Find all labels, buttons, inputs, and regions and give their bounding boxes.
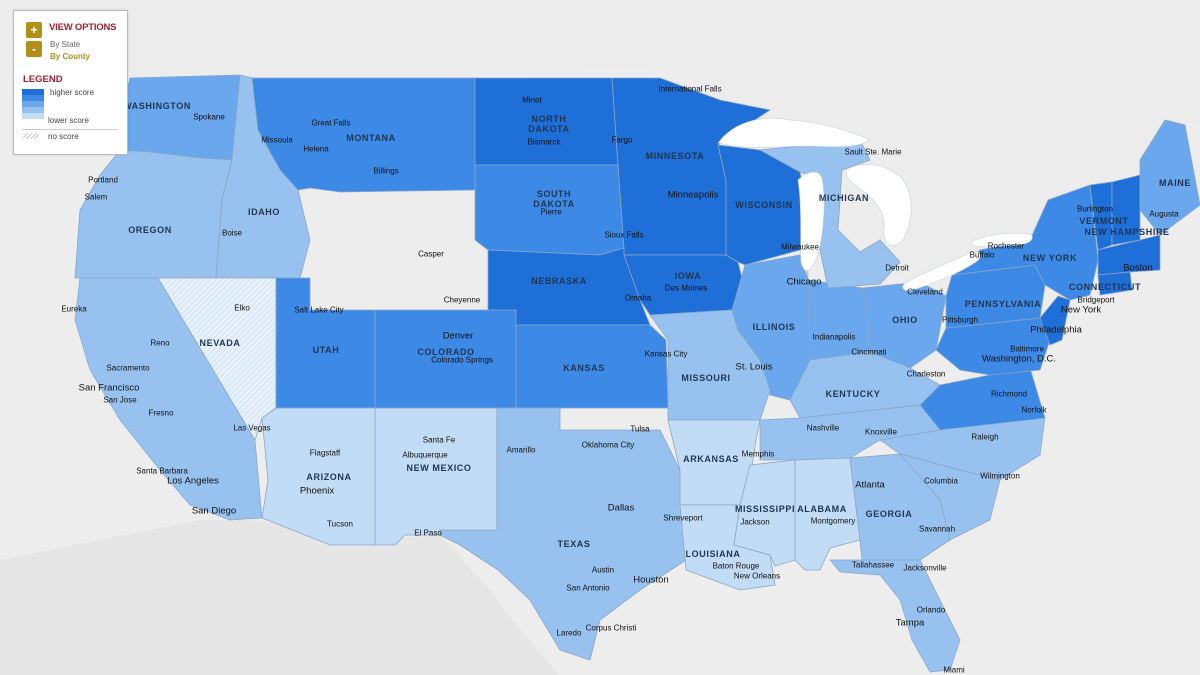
legend-swatch — [22, 95, 44, 101]
legend-swatch — [22, 101, 44, 107]
state-connecticut[interactable] — [1097, 271, 1133, 296]
lake-superior — [717, 117, 871, 148]
lake-michigan — [797, 171, 825, 271]
state-utah[interactable] — [275, 277, 376, 409]
legend-divider — [22, 129, 118, 130]
lake-ontario — [971, 232, 1033, 248]
state-south-dakota[interactable] — [474, 164, 625, 256]
state-oregon[interactable] — [74, 149, 233, 279]
state-kentucky[interactable] — [789, 351, 941, 419]
lake-huron — [845, 164, 912, 246]
zoom-in-button[interactable]: + — [26, 22, 42, 38]
legend-swatch — [22, 89, 44, 95]
region-shape[interactable] — [1039, 295, 1071, 346]
state-illinois[interactable] — [731, 254, 811, 401]
no-score-swatch — [23, 133, 39, 139]
legend-no-score-label: no score — [48, 132, 79, 141]
state-montana[interactable] — [251, 77, 476, 193]
state-texas[interactable] — [439, 407, 687, 661]
state-north-dakota[interactable] — [474, 77, 619, 166]
lake-erie — [902, 251, 981, 291]
state-kansas[interactable] — [515, 324, 669, 409]
legend-title: LEGEND — [23, 74, 63, 85]
view-options-title: VIEW OPTIONS — [49, 22, 117, 33]
state-pennsylvania[interactable] — [945, 264, 1046, 329]
legend-swatch — [22, 113, 44, 119]
by-county-option[interactable]: By County — [50, 52, 90, 61]
zoom-out-button[interactable]: - — [26, 41, 42, 57]
by-state-option[interactable]: By State — [50, 40, 81, 49]
legend-high-label: higher score — [50, 88, 95, 97]
region-shape[interactable] — [829, 559, 961, 673]
view-options-panel: + - VIEW OPTIONS By State By County LEGE… — [13, 10, 128, 155]
state-washington[interactable] — [111, 74, 241, 161]
legend-low-label: lower score — [48, 116, 89, 125]
legend-swatch — [22, 107, 44, 113]
great-lakes — [717, 117, 1033, 291]
state-new-mexico[interactable] — [374, 407, 498, 546]
state-alabama[interactable] — [794, 457, 861, 571]
state-colorado[interactable] — [374, 309, 517, 409]
mexico-land — [0, 520, 560, 675]
state-georgia[interactable] — [849, 453, 951, 561]
state-new-hampshire[interactable] — [1111, 174, 1141, 246]
state-arizona[interactable] — [261, 407, 376, 546]
